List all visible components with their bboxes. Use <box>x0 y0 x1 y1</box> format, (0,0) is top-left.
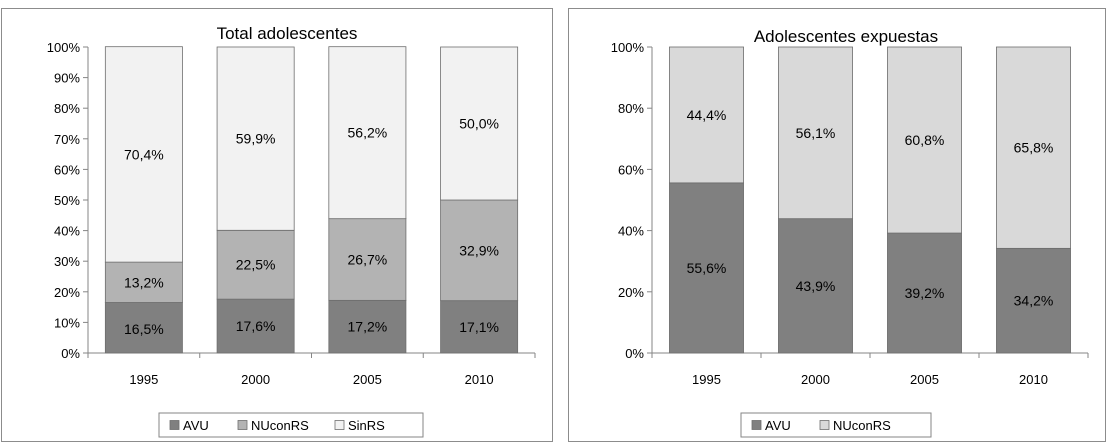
legend-swatch-nuconrs <box>237 420 248 430</box>
bar-segment-nuconrs <box>887 46 962 234</box>
data-label: 17,2% <box>348 319 388 335</box>
y-tick-label: 20% <box>618 285 644 300</box>
x-tick-label: 2000 <box>801 372 830 387</box>
bar-segment-nuconrs <box>440 199 519 302</box>
data-label: 39,2% <box>905 285 945 301</box>
bar-segment-avu <box>996 247 1071 354</box>
y-tick-label: 30% <box>54 254 80 269</box>
y-tick-label: 80% <box>618 101 644 116</box>
data-label: 50,0% <box>459 116 499 132</box>
bar-segment-avu <box>328 299 407 354</box>
data-label: 59,9% <box>236 131 276 147</box>
data-label: 26,7% <box>348 252 388 268</box>
data-label: 34,2% <box>1014 293 1054 309</box>
y-tick-label: 80% <box>54 101 80 116</box>
bar-segment-sinrs <box>328 46 407 220</box>
legend-box <box>158 412 424 438</box>
legend-label-avu: AVU <box>765 418 791 433</box>
chart-title: Total adolescentes <box>217 24 358 43</box>
data-label: 44,4% <box>687 107 727 123</box>
y-tick-label: 40% <box>54 224 80 239</box>
x-tick-label: 2005 <box>910 372 939 387</box>
bar-segment-nuconrs <box>216 229 295 300</box>
bar-segment-nuconrs <box>996 46 1071 249</box>
y-tick-label: 60% <box>54 162 80 177</box>
bar-segment-avu <box>216 298 295 354</box>
chart-adolescentes-expuestas: Adolescentes expuestas 0% 20% 40% 60% 80% 100%… <box>611 27 1089 438</box>
legend-label-nuconrs: NUconRS <box>833 418 891 433</box>
data-label: 60,8% <box>905 132 945 148</box>
bar-segment-sinrs <box>216 46 295 231</box>
x-tick-label: 1995 <box>129 372 158 387</box>
bar-segment-nuconrs <box>669 46 744 184</box>
legend-swatch-avu <box>169 420 180 430</box>
x-tick-label: 2000 <box>241 372 270 387</box>
bar-segment-avu <box>778 218 853 354</box>
x-tick-label: 2010 <box>1019 372 1048 387</box>
data-label: 22,5% <box>236 257 276 273</box>
legend-label-avu: AVU <box>183 418 209 433</box>
chart-title: Adolescentes expuestas <box>754 27 938 46</box>
data-label: 16,5% <box>124 321 164 337</box>
y-tick-label: 100% <box>47 40 81 55</box>
y-tick-label: 70% <box>54 132 80 147</box>
chart-panel-expuestas: Adolescentes expuestas 0% 20% 40% 60% 80% 100%… <box>568 8 1106 442</box>
legend-box <box>740 412 932 438</box>
data-label: 65,8% <box>1014 140 1054 156</box>
y-tick-label: 100% <box>611 40 645 55</box>
x-tick-label: 2005 <box>353 372 382 387</box>
data-label: 13,2% <box>124 274 164 290</box>
data-label: 70,4% <box>124 146 164 162</box>
bar-segment-sinrs <box>104 46 183 263</box>
y-tick-label: 0% <box>625 346 644 361</box>
chart-panel-total: Total adolescentes 0% 10% 20% 30% 40% 50% 60% 70… <box>1 8 553 442</box>
y-tick-label: 50% <box>54 193 80 208</box>
y-tick-label: 0% <box>61 346 80 361</box>
bar-segment-avu <box>440 300 519 354</box>
legend-label-nuconrs: NUconRS <box>251 418 309 433</box>
data-label: 43,9% <box>796 278 836 294</box>
x-tick-label: 1995 <box>692 372 721 387</box>
data-label: 32,9% <box>459 242 499 258</box>
bar-segment-sinrs <box>440 46 519 201</box>
legend-swatch-nuconrs <box>819 420 830 430</box>
y-tick-label: 20% <box>54 285 80 300</box>
data-label: 17,1% <box>459 319 499 335</box>
legend-label-sinrs: SinRS <box>348 418 385 433</box>
legend-swatch-avu <box>751 420 762 430</box>
x-tick-label: 2010 <box>465 372 494 387</box>
bar-segment-nuconrs <box>328 218 407 301</box>
y-tick-label: 60% <box>618 162 644 177</box>
y-tick-label: 40% <box>618 224 644 239</box>
chart-total-adolescentes: Total adolescentes 0% 10% 20% 30% 40% 50% 60% 70… <box>47 24 536 438</box>
legend-swatch-sinrs <box>334 420 345 430</box>
data-label: 56,1% <box>796 125 836 141</box>
bar-segment-avu <box>669 182 744 354</box>
data-label: 55,6% <box>687 260 727 276</box>
data-label: 56,2% <box>348 125 388 141</box>
data-label: 17,6% <box>236 318 276 334</box>
bar-segment-nuconrs <box>778 46 853 220</box>
bar-segment-avu <box>887 232 962 354</box>
y-tick-label: 90% <box>54 71 80 86</box>
y-tick-label: 10% <box>54 315 80 330</box>
